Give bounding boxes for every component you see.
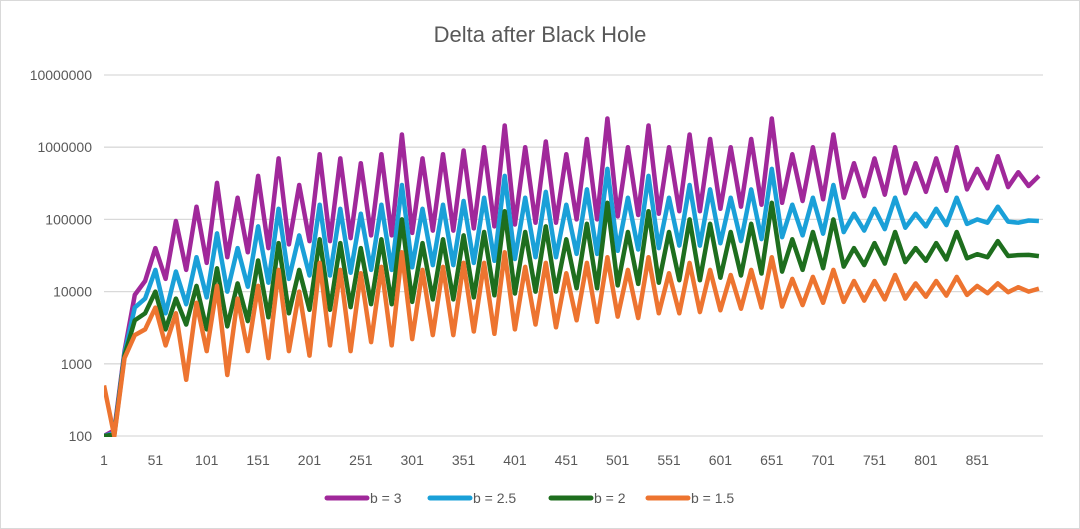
- x-tick-label: 1: [100, 452, 108, 468]
- x-tick-label: 301: [401, 452, 425, 468]
- legend-item: b = 2.5: [427, 490, 516, 506]
- legend-label: b = 3: [370, 490, 402, 506]
- legend-label: b = 2.5: [473, 490, 516, 506]
- y-tick-label: 1000000: [37, 139, 92, 155]
- x-tick-label: 251: [349, 452, 373, 468]
- x-tick-label: 101: [195, 452, 219, 468]
- legend-item: b = 2: [548, 490, 626, 506]
- x-tick-label: 651: [760, 452, 784, 468]
- legend-label: b = 1.5: [691, 490, 734, 506]
- chart-title: Delta after Black Hole: [434, 22, 647, 47]
- x-tick-label: 851: [966, 452, 990, 468]
- x-tick-label: 751: [863, 452, 887, 468]
- y-tick-label: 10000000: [30, 67, 93, 83]
- series-line-1: [104, 166, 1040, 437]
- y-tick-label: 100000: [45, 211, 92, 227]
- y-tick-label: 1000: [61, 356, 92, 372]
- plot-area: [104, 116, 1041, 437]
- x-tick-label: 151: [246, 452, 270, 468]
- x-tick-label: 51: [148, 452, 164, 468]
- x-tick-label: 451: [555, 452, 579, 468]
- y-tick-label: 100: [69, 428, 93, 444]
- y-tick-label: 10000: [53, 284, 92, 300]
- series-line-3: [104, 250, 1040, 437]
- series-line-2: [104, 200, 1040, 437]
- series-line-0: [104, 116, 1041, 437]
- x-tick-label: 501: [606, 452, 630, 468]
- x-tick-label: 201: [298, 452, 322, 468]
- x-axis-ticks: 1 51 101 151 201 251 301 351 401 451 501 551 601 651 7…: [100, 452, 989, 468]
- legend: b = 3 b = 2.5 b = 2 b = 1.5: [324, 490, 734, 506]
- y-axis-ticks: 100 1000 10000 100000 1000000 10000000: [30, 67, 93, 444]
- legend-item: b = 1.5: [645, 490, 734, 506]
- legend-item: b = 3: [324, 490, 402, 506]
- x-tick-label: 801: [914, 452, 938, 468]
- legend-label: b = 2: [594, 490, 626, 506]
- x-tick-label: 401: [503, 452, 527, 468]
- x-tick-label: 701: [811, 452, 835, 468]
- x-tick-label: 551: [657, 452, 681, 468]
- x-tick-label: 601: [709, 452, 733, 468]
- x-tick-label: 351: [452, 452, 476, 468]
